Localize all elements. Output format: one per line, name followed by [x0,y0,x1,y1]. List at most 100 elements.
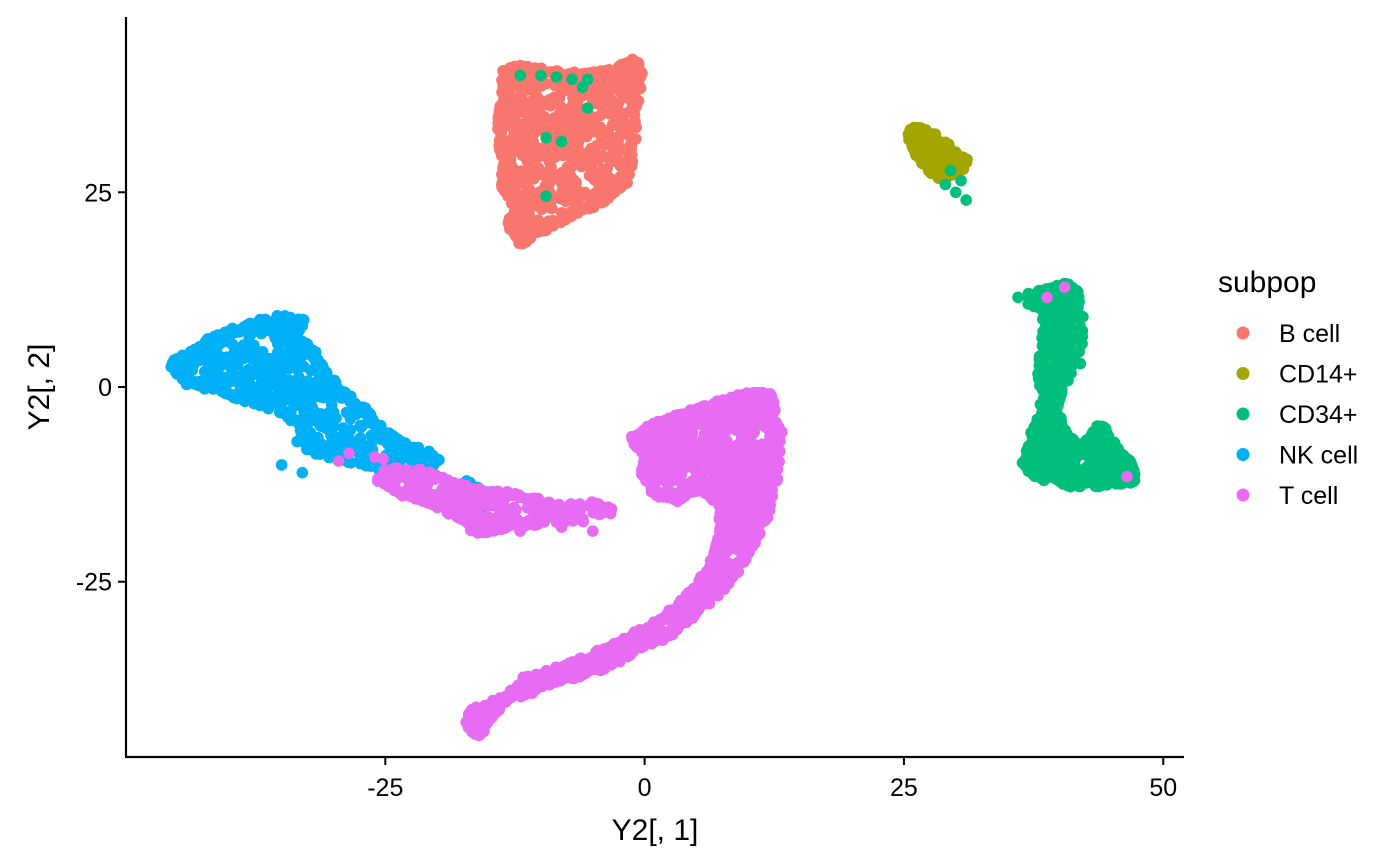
data-point [275,371,288,384]
data-point [483,512,495,524]
data-point [293,371,305,384]
data-point [606,141,619,153]
data-point [660,448,673,460]
data-point [259,398,272,410]
data-point [328,440,340,452]
data-point [466,516,479,529]
data-point [532,224,545,237]
data-point [1098,434,1111,447]
data-point [281,331,293,343]
data-point [544,167,556,179]
data-point [722,455,734,468]
data-point [275,459,288,471]
data-point [547,149,559,161]
data-point [566,73,578,86]
data-point [555,521,568,533]
x-tick-label: 0 [638,774,652,802]
data-point [1050,458,1063,471]
data-point [546,202,558,215]
data-point [583,169,596,182]
data-point [623,168,635,181]
data-point [574,505,586,517]
data-point [713,554,726,567]
data-point [1041,291,1053,304]
data-point [626,79,638,91]
data-point [615,70,627,82]
data-point [597,163,610,176]
data-point [366,435,379,448]
data-point [511,232,524,245]
data-point [649,635,661,648]
data-point [1052,356,1065,368]
data-point [191,378,203,391]
data-point [695,465,708,478]
data-point [430,494,442,506]
data-point [540,131,552,144]
data-point [716,477,729,490]
data-point [521,155,534,168]
data-point [506,160,518,173]
x-axis-ticks: -25 0 25 50 [367,757,1177,802]
data-point [556,177,568,190]
data-point [1043,421,1055,433]
data-point [721,411,734,424]
data-point [353,455,366,467]
data-point [715,533,727,546]
data-point [1096,465,1108,478]
data-point [1121,470,1133,483]
data-point [493,519,505,531]
data-point [497,142,510,154]
data-point [588,506,601,519]
data-point [587,525,599,537]
data-point [294,350,306,363]
data-point [682,419,694,431]
data-point [1110,455,1122,468]
series-b-cell [492,53,648,250]
data-point [727,478,740,490]
data-point [577,120,589,132]
y-tick-label: -25 [76,569,112,597]
data-point [607,76,619,88]
data-point [720,516,732,528]
data-point [517,131,529,143]
data-point [306,401,318,413]
data-point [581,130,593,143]
data-point [549,115,561,128]
data-point [550,71,563,83]
x-tick-label: 50 [1149,774,1177,802]
data-point [659,471,672,484]
x-tick-label: -25 [367,774,403,802]
data-point [566,661,578,674]
data-point [531,91,544,104]
data-point [725,567,738,579]
data-point [647,421,659,434]
data-point [535,112,547,125]
data-point [497,122,509,134]
data-point [346,436,359,449]
data-point [1037,385,1050,397]
data-point [563,150,576,163]
data-point [934,137,946,150]
data-point [1047,368,1059,380]
data-point [179,362,192,375]
data-point [916,137,929,150]
data-point [278,390,291,402]
data-point [1022,287,1035,300]
data-point [294,338,307,351]
data-point [633,436,645,449]
data-point [523,202,535,215]
data-point [701,481,713,494]
data-point [1012,291,1024,304]
data-point [945,145,958,158]
data-point [614,85,627,98]
data-point [1086,431,1099,444]
data-point [514,69,526,82]
data-point [198,365,211,378]
data-point [239,348,251,360]
data-point [1062,453,1074,466]
data-point [274,341,287,353]
data-point [554,216,567,229]
data-point [625,144,637,156]
data-point [617,110,630,122]
data-point [732,556,745,569]
